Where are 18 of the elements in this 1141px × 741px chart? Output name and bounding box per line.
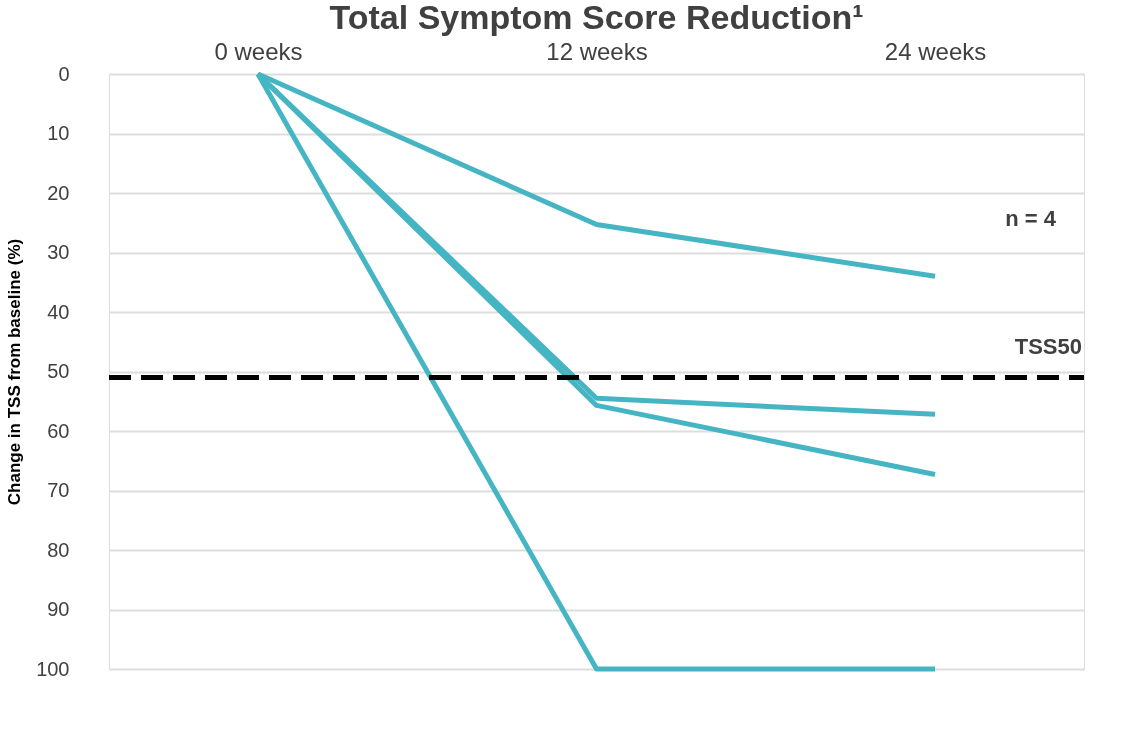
y-tick-label: 40 <box>47 300 70 323</box>
y-tick-label: 20 <box>47 181 70 204</box>
y-tick-label: 30 <box>47 241 70 263</box>
x-tick-label: 0 weeks <box>214 37 303 65</box>
x-tick-label: 24 weeks <box>884 37 987 65</box>
y-tick-label: 50 <box>47 360 70 382</box>
y-tick-label: 60 <box>47 419 70 442</box>
y-tick-label: 100 <box>36 657 70 680</box>
y-tick-label: 10 <box>47 122 70 144</box>
y-tick-label: 70 <box>47 479 70 501</box>
x-tick-label: 12 weeks <box>546 37 648 65</box>
y-tick-label: 0 <box>58 62 70 85</box>
chart-title: Total Symptom Score Reduction¹ <box>329 0 864 36</box>
y-axis-title: Change in TSS from baseline (%) <box>5 238 25 506</box>
annotation: n = 4 <box>1005 206 1057 231</box>
y-tick-label: 90 <box>47 598 70 620</box>
ref-line-label: TSS50 <box>1014 334 1082 360</box>
y-tick-label: 80 <box>47 538 70 561</box>
